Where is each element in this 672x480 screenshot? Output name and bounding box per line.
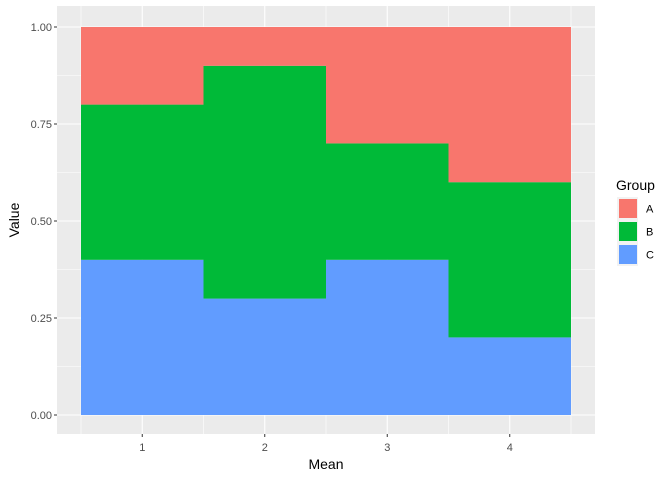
legend-label-C: C [646, 250, 654, 262]
legend-label-B: B [646, 227, 653, 239]
x-axis-title: Mean [308, 456, 343, 472]
bar-B-2 [203, 65, 326, 299]
x-tick-label: 2 [262, 442, 268, 454]
y-tick-label: 0.50 [31, 216, 52, 228]
y-tick-label: 0.75 [31, 119, 52, 131]
y-tick-label: 0.00 [31, 410, 52, 422]
y-tick-label: 1.00 [31, 22, 52, 34]
bar-B-4 [448, 182, 571, 338]
legend-swatch-C [619, 245, 637, 264]
x-axis: 1 2 3 4 [139, 434, 513, 454]
y-axis-title: Value [6, 202, 22, 237]
bar-A-4 [448, 27, 571, 183]
bar-C-2 [203, 298, 326, 415]
bar-A-2 [203, 27, 326, 66]
x-tick-label: 1 [139, 442, 145, 454]
x-tick-label: 3 [384, 442, 390, 454]
x-tick-label: 4 [507, 442, 513, 454]
legend: Group ABC [616, 177, 655, 266]
legend-label-A: A [646, 204, 654, 216]
y-tick-label: 0.25 [31, 313, 52, 325]
legend-swatch-A [619, 199, 637, 218]
legend-title: Group [616, 177, 655, 193]
bar-B-3 [326, 143, 449, 260]
bar-C-3 [326, 259, 449, 415]
bar-C-1 [81, 259, 204, 415]
bar-A-3 [326, 27, 449, 144]
bar-C-4 [448, 337, 571, 415]
legend-swatch-B [619, 222, 637, 241]
bar-B-1 [81, 104, 204, 260]
bar-A-1 [81, 27, 204, 105]
bars [81, 27, 571, 415]
y-axis: 0.00 0.25 0.50 0.75 1.00 [31, 22, 57, 422]
